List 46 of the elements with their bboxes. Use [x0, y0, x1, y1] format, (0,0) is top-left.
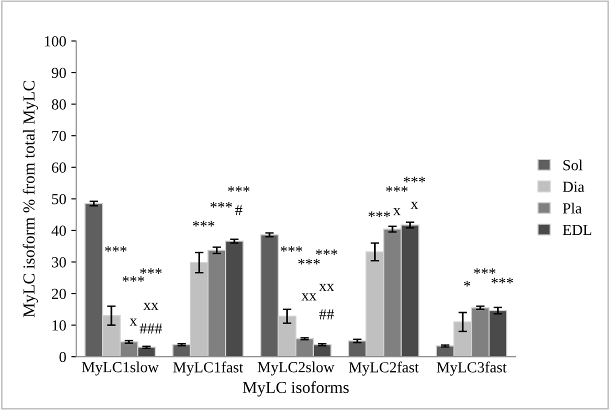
annotation: x	[130, 318, 137, 326]
annotation: ***	[192, 220, 214, 227]
x-axis-title: MyLC isoforms	[242, 381, 349, 396]
annotation: *	[464, 280, 470, 287]
annotation: ***	[210, 202, 232, 208]
y-tick-label: 70	[52, 130, 66, 142]
annotation: ***	[404, 176, 426, 182]
x-tick-label: MyLC2slow	[258, 362, 334, 376]
x-tick-label: MyLC2fast	[348, 362, 419, 376]
y-tick-label: 10	[52, 320, 66, 331]
x-tick-label: MyLC1slow	[82, 362, 159, 376]
annotation: ***	[368, 211, 390, 218]
annotation: ***	[386, 186, 408, 192]
annotation: x	[410, 202, 418, 209]
annotation: ***	[492, 278, 513, 284]
annotation: #	[235, 205, 242, 216]
x-tick-label: MyLC3fast	[436, 362, 507, 376]
x-tick-label: MyLC1fast	[173, 362, 244, 376]
y-tick-label: 80	[52, 99, 66, 110]
y-tick-label: 100	[44, 36, 66, 46]
annotation: ###	[140, 324, 162, 334]
y-tick-label: 0	[59, 352, 66, 362]
annotation: ***	[228, 186, 250, 192]
legend-label: Dia	[562, 182, 584, 192]
annotation: ***	[298, 258, 320, 264]
y-axis-title: MyLC isoform % from total MyLC	[22, 81, 38, 318]
y-tick-label: 20	[52, 288, 66, 300]
annotation: xx	[143, 302, 158, 310]
annotation: ##	[319, 309, 334, 320]
annotation: x	[393, 208, 400, 216]
annotation: xx	[319, 284, 334, 291]
y-tick-label: 50	[52, 194, 66, 204]
y-tick-label: 40	[52, 226, 66, 236]
legend-label: EDL	[562, 224, 592, 235]
annotation: ***	[105, 246, 127, 252]
annotation: ***	[316, 249, 338, 255]
y-tick-label: 60	[52, 162, 66, 173]
annotation: ***	[140, 268, 162, 274]
annotation: ***	[474, 268, 496, 274]
annotation: ***	[280, 246, 302, 252]
legend-label: Pla	[562, 202, 582, 214]
y-tick-label: 30	[52, 257, 66, 268]
annotation: xx	[302, 293, 316, 300]
y-tick-label: 90	[52, 68, 66, 78]
legend-label: Sol	[563, 160, 583, 170]
annotation: ***	[122, 276, 144, 282]
